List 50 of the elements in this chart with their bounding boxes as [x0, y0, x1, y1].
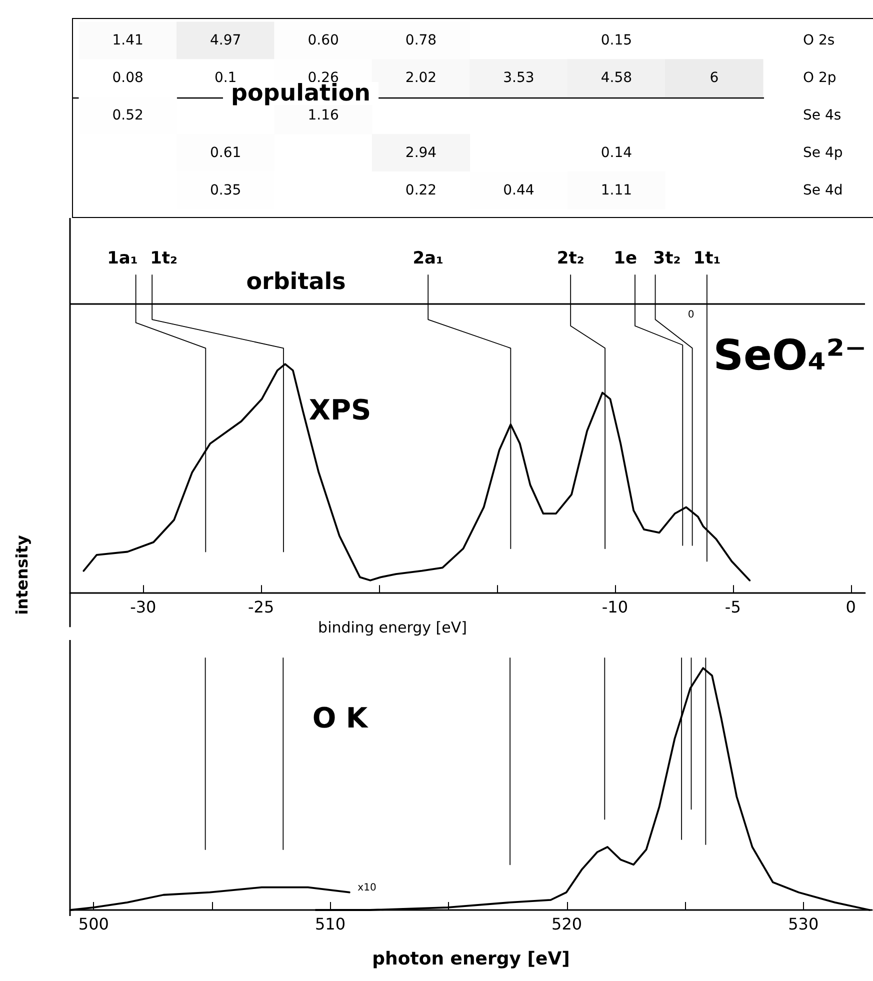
annotation: 1a₁: [107, 248, 138, 268]
data-label: 4.97: [210, 32, 242, 49]
y-tick-label: Se 4d: [803, 182, 843, 198]
y-axis-title: intensity: [12, 534, 32, 615]
x-tick-label: 520: [552, 914, 582, 934]
x-tick-label: -25: [248, 598, 274, 617]
annotation: orbitals: [246, 269, 346, 295]
data-label: 0.08: [112, 70, 144, 86]
y-tick-label: Se 4s: [803, 108, 842, 124]
data-label: 0.44: [503, 182, 534, 198]
data-label: 1.41: [112, 32, 144, 49]
x-tick-label: -30: [130, 598, 156, 617]
x-axis-title: photon energy [eV]: [372, 948, 570, 970]
data-label: 0.22: [405, 182, 437, 198]
data-label: 3.53: [503, 70, 534, 86]
data-label: 1.16: [308, 108, 339, 124]
annotation: 1t₁: [693, 248, 721, 268]
data-label: 0.14: [600, 144, 632, 161]
y-tick-label: O 2p: [803, 70, 836, 86]
data-label: 0.35: [210, 182, 242, 198]
data-label: 1.11: [600, 182, 632, 198]
annotation: 2a₁: [412, 248, 444, 268]
annotation: 2t₂: [556, 248, 584, 268]
data-label: 0.60: [308, 32, 339, 49]
annotation: 3t₂: [653, 248, 681, 268]
annotation: 1t₂: [150, 248, 178, 268]
data-label: 0.78: [405, 32, 437, 49]
data-label: 0.52: [112, 108, 144, 124]
data-label: 2.02: [405, 70, 437, 86]
x-tick-label: 500: [78, 914, 109, 934]
data-label: 2.94: [405, 144, 437, 161]
x-tick-label: -10: [602, 598, 628, 617]
data-label: 4.58: [600, 70, 632, 86]
data-label: 0.1: [214, 70, 237, 86]
annotation: 0: [688, 310, 694, 320]
data-label: 0.15: [600, 32, 632, 49]
x-tick-label: 0: [846, 598, 856, 617]
data-label: 6: [710, 70, 719, 86]
data-label: 0.61: [210, 144, 242, 161]
annotation: 1e: [614, 248, 637, 268]
y-tick-label: O 2s: [803, 32, 835, 49]
annotation: SeO₄²⁻: [713, 330, 867, 380]
annotation: XPS: [308, 394, 372, 426]
x-tick-label: -5: [724, 598, 741, 617]
annotation: x10: [358, 882, 376, 894]
annotation: O K: [312, 702, 369, 734]
x-axis-title: binding energy [eV]: [318, 618, 467, 636]
x-tick-label: 530: [788, 914, 819, 934]
y-tick-label: Se 4p: [803, 144, 843, 161]
x-tick-label: 510: [314, 914, 346, 934]
